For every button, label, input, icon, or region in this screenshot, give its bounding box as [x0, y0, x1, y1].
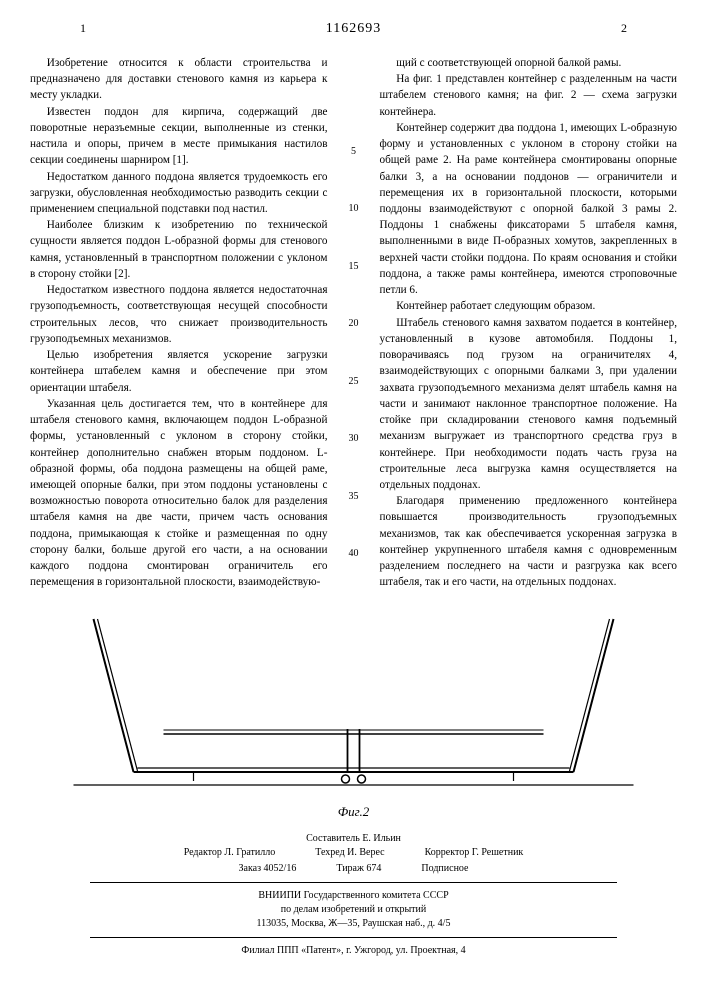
- line-marker: 30: [344, 432, 364, 446]
- zakaz: Заказ 4052/16: [239, 862, 297, 876]
- paragraph: Недостатком известного поддона является …: [30, 282, 328, 347]
- paragraph: Недостатком данного поддона является тру…: [30, 169, 328, 218]
- editor: Редактор Л. Гратилло: [184, 846, 276, 860]
- paragraph: щий с соответствующей опорной балкой рам…: [380, 55, 678, 71]
- tiraz: Тираж 674: [336, 862, 381, 876]
- footer-line: Филиал ППП «Патент», г. Ужгород, ул. Про…: [30, 944, 677, 958]
- print-info-line: Заказ 4052/16 Тираж 674 Подписное: [30, 862, 677, 876]
- line-marker: 20: [344, 317, 364, 331]
- figure-diagram: [60, 609, 647, 799]
- line-marker: 15: [344, 260, 364, 274]
- paragraph: Известен поддон для кирпича, содержащий …: [30, 104, 328, 169]
- footer-line: ВНИИПИ Государственного комитета СССР: [30, 889, 677, 903]
- patent-number: 1162693: [326, 20, 381, 39]
- footer-line: по делам изобретений и открытий: [30, 903, 677, 917]
- separator-line: [90, 937, 617, 938]
- paragraph: Изобретение относится к области строител…: [30, 55, 328, 104]
- paragraph: Целью изобретения является ускорение заг…: [30, 347, 328, 396]
- paragraph: На фиг. 1 представлен контейнер с раздел…: [380, 71, 678, 120]
- column-left: Изобретение относится к области строител…: [30, 55, 328, 591]
- credits-block: Составитель Е. Ильин Редактор Л. Гратилл…: [30, 832, 677, 876]
- line-number-gutter: 5 10 15 20 25 30 35 40: [344, 55, 364, 591]
- line-marker: 25: [344, 375, 364, 389]
- footer-block: ВНИИПИ Государственного комитета СССР по…: [30, 889, 677, 958]
- column-right: щий с соответствующей опорной балкой рам…: [380, 55, 678, 591]
- line-marker: 40: [344, 547, 364, 561]
- podpisnoe: Подписное: [421, 862, 468, 876]
- page-number-right: 2: [621, 20, 627, 36]
- paragraph: Контейнер работает следующим образом.: [380, 298, 678, 314]
- line-marker: 35: [344, 490, 364, 504]
- paragraph: Наиболее близким к изобретению по технич…: [30, 217, 328, 282]
- paragraph: Указанная цель достигается тем, что в ко…: [30, 396, 328, 591]
- figure-label: Фиг.2: [60, 803, 647, 821]
- paragraph: Штабель стенового камня захватом подаетс…: [380, 315, 678, 494]
- page-number-left: 1: [80, 20, 86, 36]
- text-columns: Изобретение относится к области строител…: [30, 55, 677, 591]
- paragraph: Благодаря применению предложенного конте…: [380, 493, 678, 590]
- paragraph: Контейнер содержит два поддона 1, имеющи…: [380, 120, 678, 299]
- figure-area: Фиг.2: [60, 609, 647, 821]
- footer-line: 113035, Москва, Ж—35, Раушская наб., д. …: [30, 917, 677, 931]
- page-header: 1 1162693 2: [30, 20, 677, 47]
- composer-line: Составитель Е. Ильин: [30, 832, 677, 846]
- line-marker: 10: [344, 202, 364, 216]
- line-marker: 5: [344, 145, 364, 159]
- editors-line: Редактор Л. Гратилло Техред И. Верес Кор…: [30, 846, 677, 860]
- corrector: Корректор Г. Решетник: [425, 846, 524, 860]
- techred: Техред И. Верес: [315, 846, 384, 860]
- separator-line: [90, 882, 617, 883]
